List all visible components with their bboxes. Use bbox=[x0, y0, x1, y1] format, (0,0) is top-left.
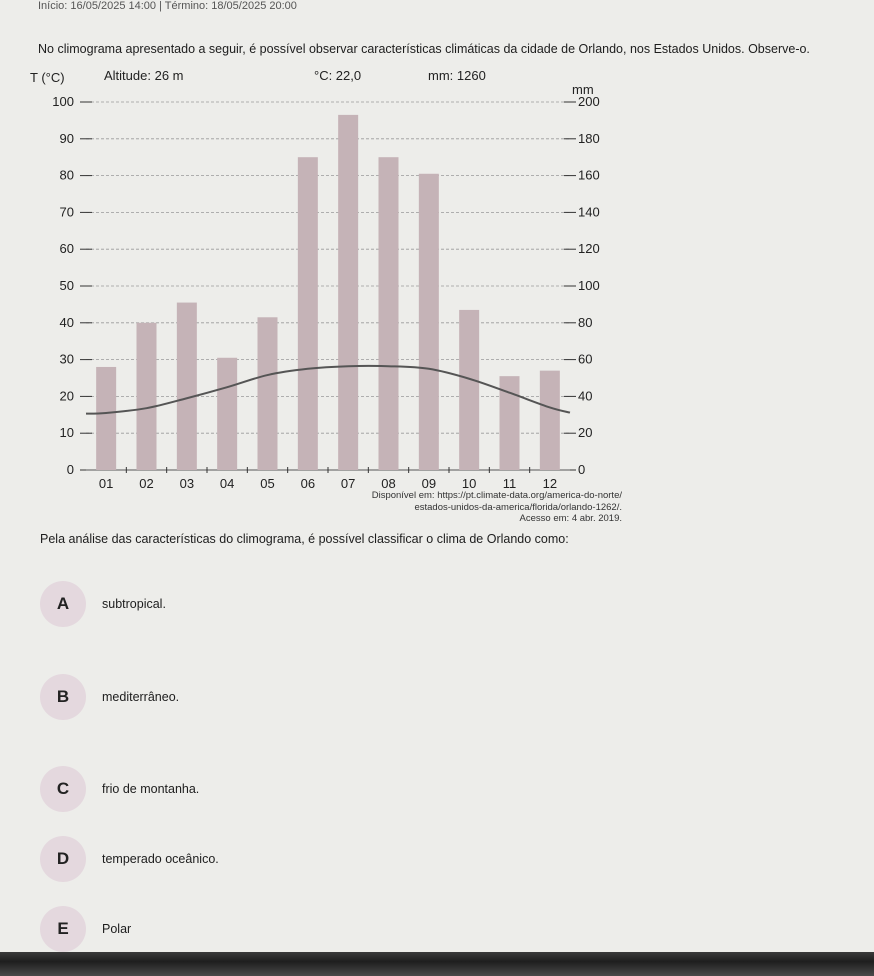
precipitation-bar bbox=[539, 370, 560, 470]
left-tick-label: 60 bbox=[60, 241, 74, 256]
right-tick-label: 180 bbox=[578, 131, 600, 146]
right-tick-label: 80 bbox=[578, 315, 592, 330]
right-tick-label: 120 bbox=[578, 241, 600, 256]
option-e-text: Polar bbox=[102, 922, 132, 936]
month-label: 06 bbox=[301, 476, 315, 490]
month-label: 05 bbox=[260, 476, 274, 490]
option-c[interactable]: C frio de montanha. bbox=[40, 766, 199, 812]
month-label: 10 bbox=[462, 476, 476, 490]
month-label: 04 bbox=[220, 476, 234, 490]
month-label: 11 bbox=[503, 476, 517, 490]
left-tick-label: 20 bbox=[60, 388, 74, 403]
source-line-1: Disponível em: https://pt.climate-data.o… bbox=[371, 490, 622, 501]
mean-temperature-label: °C: 22,0 bbox=[314, 68, 361, 83]
question-text: Pela análise das características do clim… bbox=[40, 532, 569, 546]
month-label: 12 bbox=[543, 476, 557, 490]
precipitation-bar bbox=[418, 173, 439, 470]
annual-precipitation-label: mm: 1260 bbox=[428, 68, 486, 83]
climograph-chart: 0102030405060708090100020406080100120140… bbox=[30, 68, 600, 490]
precipitation-bar bbox=[499, 376, 520, 470]
option-e[interactable]: E Polar bbox=[40, 906, 131, 952]
option-a-text: subtropical. bbox=[102, 597, 166, 611]
month-label: 02 bbox=[139, 476, 153, 490]
exam-dates: Início: 16/05/2025 14:00 | Término: 18/0… bbox=[38, 0, 297, 12]
left-tick-label: 70 bbox=[60, 204, 74, 219]
right-tick-label: 100 bbox=[578, 278, 600, 293]
month-label: 01 bbox=[99, 476, 113, 490]
left-tick-label: 50 bbox=[60, 278, 74, 293]
left-axis-label: T (°C) bbox=[30, 70, 65, 85]
left-tick-label: 80 bbox=[60, 168, 74, 183]
precipitation-bar bbox=[459, 309, 480, 470]
month-label: 07 bbox=[341, 476, 355, 490]
option-c-letter: C bbox=[40, 766, 86, 812]
option-d-text: temperado oceânico. bbox=[102, 852, 219, 866]
chart-source: Disponível em: https://pt.climate-data.o… bbox=[280, 490, 622, 525]
option-b[interactable]: B mediterrâneo. bbox=[40, 674, 179, 720]
right-tick-label: 160 bbox=[578, 168, 600, 183]
right-tick-label: 20 bbox=[578, 425, 592, 440]
left-tick-label: 10 bbox=[60, 425, 74, 440]
left-tick-label: 90 bbox=[60, 131, 74, 146]
option-a-letter: A bbox=[40, 581, 86, 627]
screen-bottom-edge bbox=[0, 952, 874, 976]
precipitation-bar bbox=[378, 157, 399, 470]
precipitation-bar bbox=[338, 114, 359, 470]
precipitation-bar bbox=[217, 357, 238, 470]
right-axis-label: mm bbox=[572, 82, 594, 97]
right-tick-label: 0 bbox=[578, 462, 585, 477]
right-tick-label: 40 bbox=[578, 388, 592, 403]
precipitation-bar bbox=[297, 157, 318, 470]
month-label: 09 bbox=[422, 476, 436, 490]
precipitation-bar bbox=[96, 366, 117, 470]
intro-text: No climograma apresentado a seguir, é po… bbox=[38, 42, 810, 56]
option-d[interactable]: D temperado oceânico. bbox=[40, 836, 219, 882]
left-tick-label: 0 bbox=[67, 462, 74, 477]
month-label: 08 bbox=[381, 476, 395, 490]
option-c-text: frio de montanha. bbox=[102, 782, 200, 796]
left-tick-label: 30 bbox=[60, 352, 74, 367]
option-e-letter: E bbox=[40, 906, 86, 952]
option-b-letter: B bbox=[40, 674, 86, 720]
precipitation-bar bbox=[176, 302, 197, 470]
left-tick-label: 40 bbox=[60, 315, 74, 330]
right-tick-label: 140 bbox=[578, 204, 600, 219]
option-a[interactable]: A subtropical. bbox=[40, 581, 166, 627]
precipitation-bar bbox=[257, 317, 278, 470]
right-tick-label: 200 bbox=[578, 94, 600, 109]
source-line-3: Acesso em: 4 abr. 2019. bbox=[519, 513, 622, 524]
temperature-line bbox=[85, 364, 571, 415]
right-tick-label: 60 bbox=[578, 352, 592, 367]
option-b-text: mediterrâneo. bbox=[102, 690, 180, 704]
altitude-label: Altitude: 26 m bbox=[104, 68, 184, 83]
precipitation-bar bbox=[136, 322, 157, 470]
left-tick-label: 100 bbox=[52, 94, 74, 109]
source-line-2: estados-unidos-da-america/florida/orland… bbox=[414, 501, 622, 513]
option-d-letter: D bbox=[40, 836, 86, 882]
month-label: 03 bbox=[180, 476, 194, 490]
